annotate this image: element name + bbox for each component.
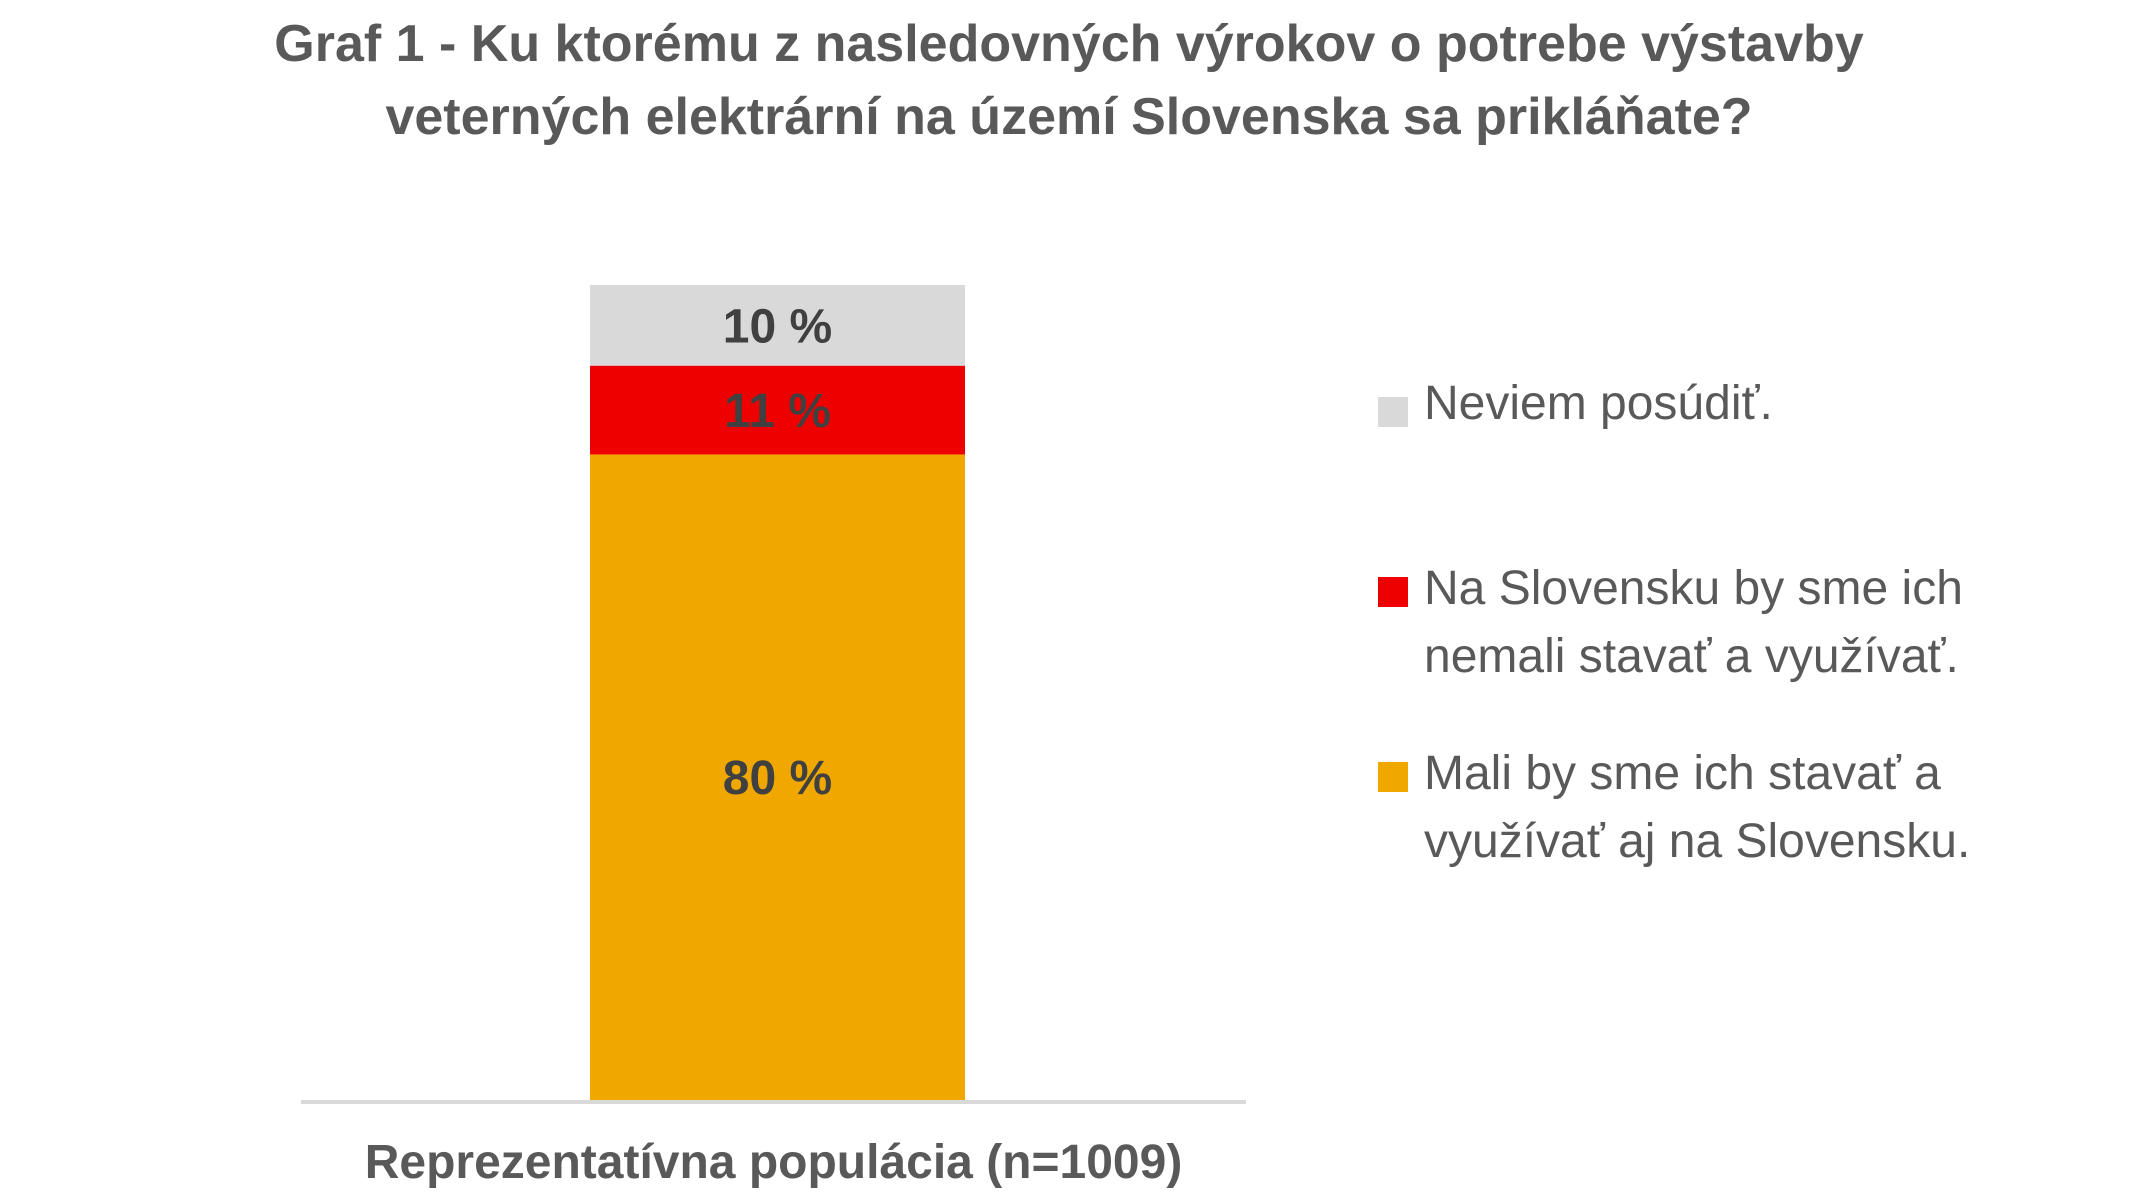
legend-swatch-mali: [1378, 762, 1408, 792]
bar-segment-neviem: [590, 285, 965, 366]
data-label-neviem: 10 %: [723, 300, 832, 353]
legend-swatch-neviem: [1378, 397, 1408, 427]
legend-label-nemali-line-1: Na Slovensku by sme ich: [1424, 562, 1963, 615]
x-axis-category-label: Reprezentatívna populácia (n=1009): [364, 1136, 1183, 1189]
chart-title-line-2: veterných elektrární na území Slovenska …: [385, 88, 1753, 146]
legend-label-mali: Mali by sme ich stavať a využívať aj na …: [1424, 740, 2114, 876]
legend-label-neviem-line-1: Neviem posúdiť.: [1424, 377, 1773, 430]
legend-label-nemali-line-2: nemali stavať a využívať.: [1424, 630, 1959, 683]
legend-label-nemali: Na Slovensku by sme ich nemali stavať a …: [1424, 555, 2114, 691]
chart-title-line-1: Graf 1 - Ku ktorému z nasledovných výrok…: [274, 15, 1864, 73]
legend-swatch-nemali: [1378, 577, 1408, 607]
data-label-nemali: 11 %: [724, 385, 831, 438]
legend-label-mali-line-1: Mali by sme ich stavať a: [1424, 747, 1941, 800]
bar-segment-nemali: [590, 365, 965, 455]
legend-label-neviem: Neviem posúdiť.: [1424, 370, 2114, 438]
bar-segment-mali: [590, 454, 965, 1100]
data-label-mali: 80 %: [723, 752, 832, 805]
chart-title: Graf 1 - Ku ktorému z nasledovných výrok…: [0, 8, 2138, 154]
legend-label-mali-line-2: využívať aj na Slovensku.: [1424, 815, 1971, 868]
